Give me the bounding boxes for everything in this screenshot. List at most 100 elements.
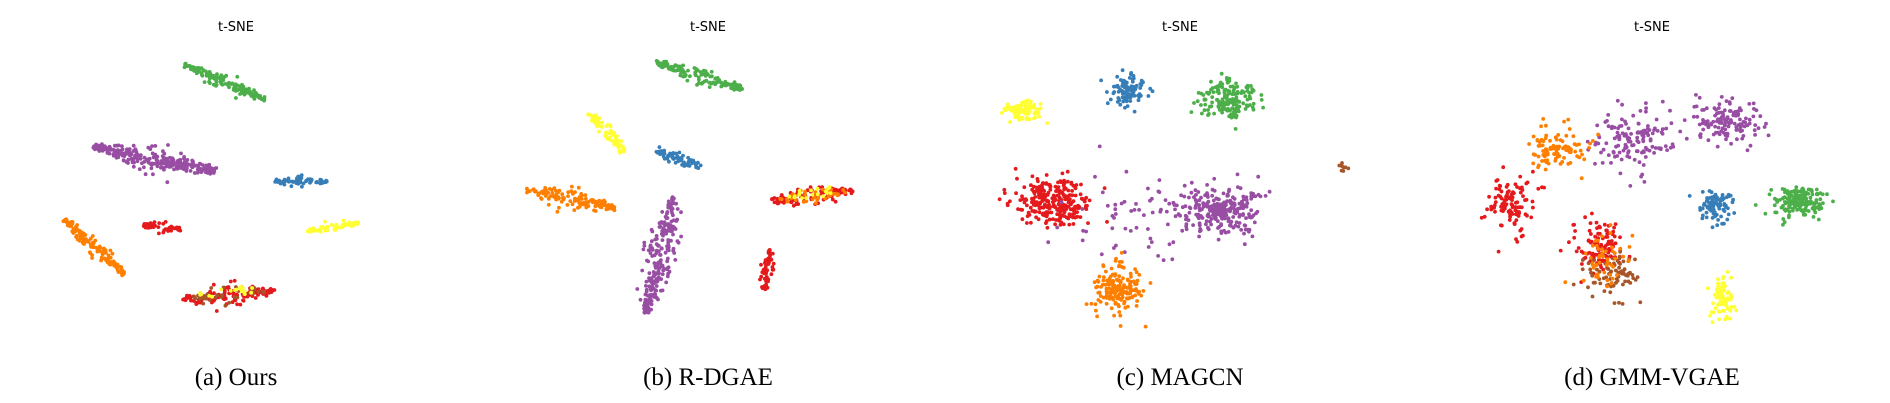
- point: [1048, 187, 1053, 192]
- point: [1244, 216, 1248, 221]
- point: [1742, 120, 1747, 124]
- cluster-orange: [1527, 117, 1600, 181]
- point: [1617, 265, 1621, 270]
- point: [1586, 285, 1590, 290]
- point: [1125, 296, 1130, 301]
- point: [1043, 197, 1047, 202]
- point: [685, 78, 690, 83]
- point: [262, 98, 266, 103]
- point: [1647, 148, 1652, 153]
- point: [1032, 116, 1036, 121]
- point: [1115, 100, 1120, 104]
- point: [80, 230, 85, 235]
- point: [1113, 272, 1118, 277]
- point: [181, 164, 186, 169]
- point: [642, 243, 647, 248]
- point: [808, 185, 813, 190]
- point: [606, 203, 611, 208]
- point: [1167, 242, 1172, 247]
- point: [1563, 144, 1568, 149]
- point: [1235, 172, 1240, 177]
- point: [1694, 93, 1698, 97]
- point: [1704, 210, 1709, 215]
- point: [1719, 299, 1724, 304]
- point: [1816, 217, 1821, 222]
- point: [1501, 206, 1506, 211]
- point: [761, 270, 765, 275]
- point: [1029, 183, 1033, 188]
- point: [1040, 186, 1045, 191]
- point: [239, 88, 244, 92]
- point: [1112, 216, 1116, 220]
- point: [1141, 289, 1146, 293]
- point: [162, 151, 167, 156]
- point: [1066, 204, 1071, 209]
- point: [66, 223, 71, 228]
- point: [649, 227, 654, 232]
- point: [556, 190, 560, 195]
- point: [1626, 150, 1630, 155]
- point: [1051, 217, 1055, 222]
- point: [1072, 208, 1077, 213]
- point: [1650, 131, 1655, 136]
- point: [687, 164, 692, 168]
- point: [1558, 138, 1563, 142]
- point: [1047, 217, 1052, 222]
- point: [1720, 196, 1725, 201]
- point: [1012, 105, 1017, 110]
- panel-gmm-vgae: t-SNE (d) GMM-VGAE: [1416, 0, 1888, 403]
- point: [1117, 274, 1122, 279]
- point: [1539, 138, 1544, 142]
- point: [157, 231, 161, 236]
- point: [1621, 259, 1626, 264]
- point: [1206, 113, 1210, 117]
- point: [654, 288, 659, 293]
- point: [1146, 245, 1151, 249]
- point: [1110, 226, 1115, 231]
- point: [1115, 285, 1120, 289]
- point: [1719, 121, 1724, 125]
- point: [1074, 183, 1079, 187]
- point: [332, 227, 337, 232]
- point: [650, 248, 655, 252]
- point: [769, 272, 774, 277]
- point: [200, 73, 204, 77]
- point: [229, 82, 234, 86]
- point: [214, 166, 219, 170]
- point: [72, 229, 77, 234]
- point: [1251, 101, 1256, 106]
- point: [1787, 204, 1791, 209]
- point: [770, 197, 774, 202]
- point: [1808, 201, 1813, 206]
- point: [759, 262, 763, 267]
- point: [1231, 102, 1236, 107]
- point: [644, 298, 649, 302]
- point: [1600, 234, 1604, 239]
- point: [1722, 281, 1726, 285]
- point: [1109, 295, 1114, 300]
- point: [1024, 117, 1029, 122]
- point: [1036, 202, 1040, 207]
- point: [1125, 285, 1130, 290]
- point: [150, 144, 154, 148]
- point: [721, 82, 726, 87]
- point: [347, 222, 352, 227]
- point: [1164, 209, 1169, 214]
- point: [1236, 224, 1241, 229]
- point: [1122, 95, 1127, 100]
- point: [1588, 221, 1593, 226]
- point: [98, 245, 103, 250]
- point: [1613, 256, 1617, 261]
- point: [665, 216, 670, 220]
- point: [1590, 211, 1594, 216]
- point: [1716, 125, 1721, 130]
- point: [1134, 304, 1139, 308]
- point: [1129, 274, 1133, 279]
- point: [1530, 199, 1535, 204]
- point: [1794, 198, 1799, 203]
- point: [1711, 301, 1715, 306]
- point: [1126, 304, 1130, 309]
- point: [1056, 202, 1061, 207]
- point: [1713, 192, 1718, 197]
- point: [1613, 241, 1618, 246]
